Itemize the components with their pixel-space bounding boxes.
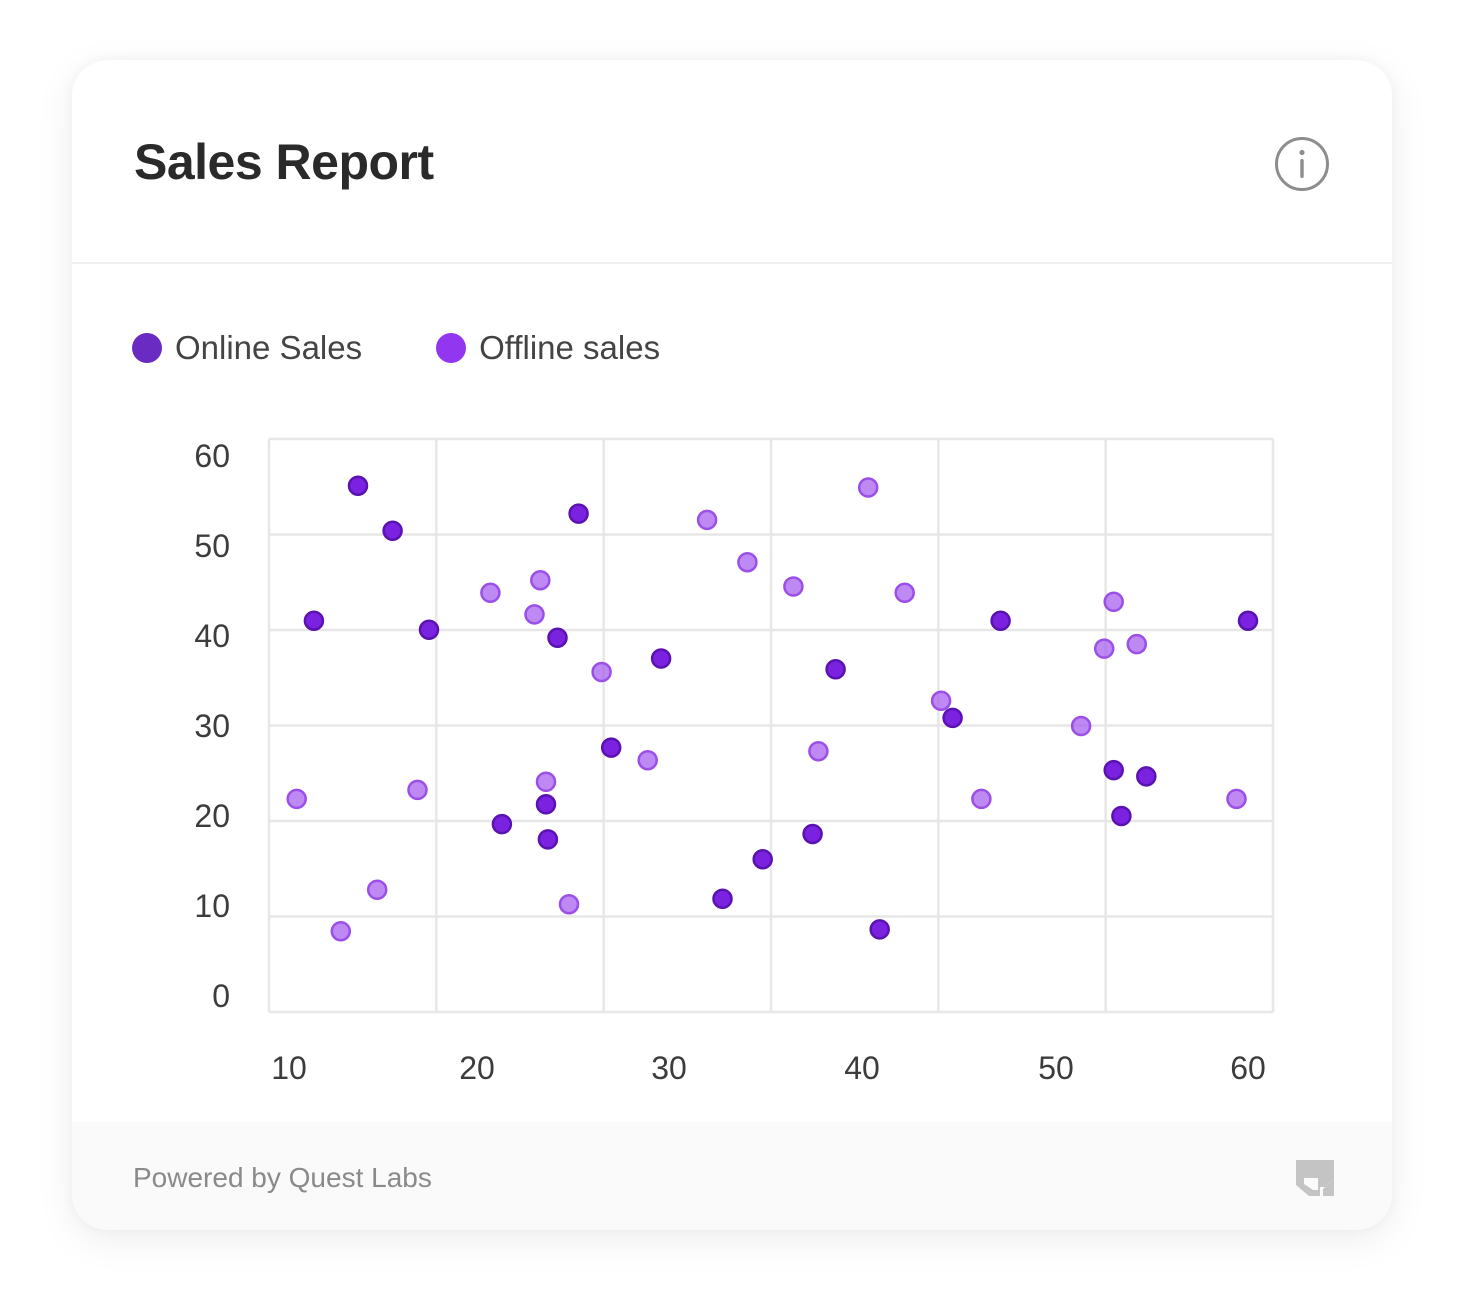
online-sales-point[interactable]	[347, 475, 369, 496]
x-tick-label: 30	[651, 1050, 687, 1086]
online-sales-point[interactable]	[547, 627, 568, 649]
quest-labs-logo-icon[interactable]	[1296, 1160, 1334, 1196]
offline-sales-point[interactable]	[1070, 715, 1092, 737]
online-sales-point[interactable]	[303, 610, 325, 631]
online-sales-point[interactable]	[942, 707, 963, 729]
online-sales-point[interactable]	[752, 848, 773, 870]
chart-ticks: 10 20 30 40 50 60 60 50 40 30 20 10 0	[194, 438, 1265, 1086]
offline-sales-point[interactable]	[530, 569, 551, 591]
y-tick-label: 0	[212, 978, 230, 1014]
chart-legend: Online Sales Offline sales	[132, 326, 734, 370]
offline-sales-point[interactable]	[808, 740, 829, 762]
online-sales-point[interactable]	[418, 619, 440, 640]
online-sales-point[interactable]	[712, 888, 733, 910]
y-tick-label: 10	[194, 888, 230, 924]
offline-sales-point[interactable]	[637, 749, 658, 771]
online-sales-point[interactable]	[537, 829, 559, 850]
legend-label-offline: Offline sales	[479, 329, 661, 366]
offline-sales-point[interactable]	[1226, 788, 1247, 810]
offline-sales-point[interactable]	[286, 788, 307, 810]
powered-by-text[interactable]: Powered by Quest Labs	[133, 1162, 432, 1193]
card-footer: Powered by Quest Labs	[72, 1122, 1392, 1230]
x-tick-label: 10	[271, 1050, 307, 1086]
offline-sales-point[interactable]	[1093, 638, 1115, 659]
online-sales-point[interactable]	[1237, 610, 1259, 631]
online-sales-point[interactable]	[990, 610, 1011, 631]
legend-dot-online	[132, 333, 162, 363]
offline-sales-point[interactable]	[366, 879, 388, 901]
online-sales-point[interactable]	[600, 737, 622, 758]
online-sales-point[interactable]	[1136, 766, 1157, 787]
legend-item-online[interactable]: Online Sales	[132, 326, 362, 370]
offline-sales-point[interactable]	[1126, 633, 1148, 655]
offline-sales-point[interactable]	[480, 582, 501, 604]
online-sales-point[interactable]	[802, 823, 823, 845]
y-tick-label: 30	[194, 708, 230, 744]
online-sales-point[interactable]	[535, 794, 557, 815]
x-tick-label: 40	[844, 1050, 880, 1086]
card-header: Sales Report	[72, 60, 1392, 264]
y-tick-label: 50	[194, 528, 230, 564]
online-sales-point[interactable]	[650, 648, 672, 669]
y-tick-label: 60	[194, 438, 230, 474]
online-sales-point[interactable]	[382, 520, 403, 541]
offline-sales-point[interactable]	[558, 893, 580, 915]
offline-sales-point[interactable]	[535, 771, 557, 793]
x-tick-label: 60	[1230, 1050, 1266, 1086]
offline-sales-point[interactable]	[971, 788, 992, 810]
offline-sales-point[interactable]	[330, 920, 352, 942]
offline-sales-point[interactable]	[696, 509, 718, 531]
y-tick-label: 20	[194, 798, 230, 834]
legend-label-online: Online Sales	[175, 329, 363, 366]
offline-sales-point[interactable]	[894, 582, 915, 604]
y-tick-label: 40	[194, 618, 230, 654]
chart-grid	[267, 437, 1275, 1014]
sales-report-card: Sales Report Online Sales Offline sales …	[72, 60, 1392, 1230]
info-circle-icon[interactable]	[1274, 136, 1330, 192]
offline-sales-point[interactable]	[591, 661, 612, 683]
online-sales-point[interactable]	[1111, 805, 1132, 827]
x-tick-label: 20	[459, 1050, 495, 1086]
offline-sales-point[interactable]	[737, 551, 758, 573]
legend-item-offline[interactable]: Offline sales	[436, 326, 660, 370]
online-sales-point[interactable]	[825, 659, 846, 680]
online-sales-point[interactable]	[869, 919, 890, 940]
online-sales-point[interactable]	[1103, 759, 1124, 781]
offline-sales-point[interactable]	[783, 576, 804, 597]
offline-sales-point[interactable]	[930, 690, 952, 712]
offline-sales-point[interactable]	[524, 604, 545, 625]
offline-sales-point[interactable]	[857, 477, 879, 498]
legend-dot-offline	[436, 333, 467, 363]
chart-points	[286, 475, 1259, 942]
offline-sales-point[interactable]	[1103, 591, 1124, 613]
card-title: Sales Report	[134, 134, 434, 190]
online-sales-point[interactable]	[568, 503, 589, 524]
online-sales-point[interactable]	[491, 813, 513, 835]
scatter-chart: 10 20 30 40 50 60 60 50 40 30 20 10 0	[194, 437, 1275, 1086]
x-tick-label: 50	[1038, 1050, 1074, 1086]
offline-sales-point[interactable]	[407, 779, 428, 801]
